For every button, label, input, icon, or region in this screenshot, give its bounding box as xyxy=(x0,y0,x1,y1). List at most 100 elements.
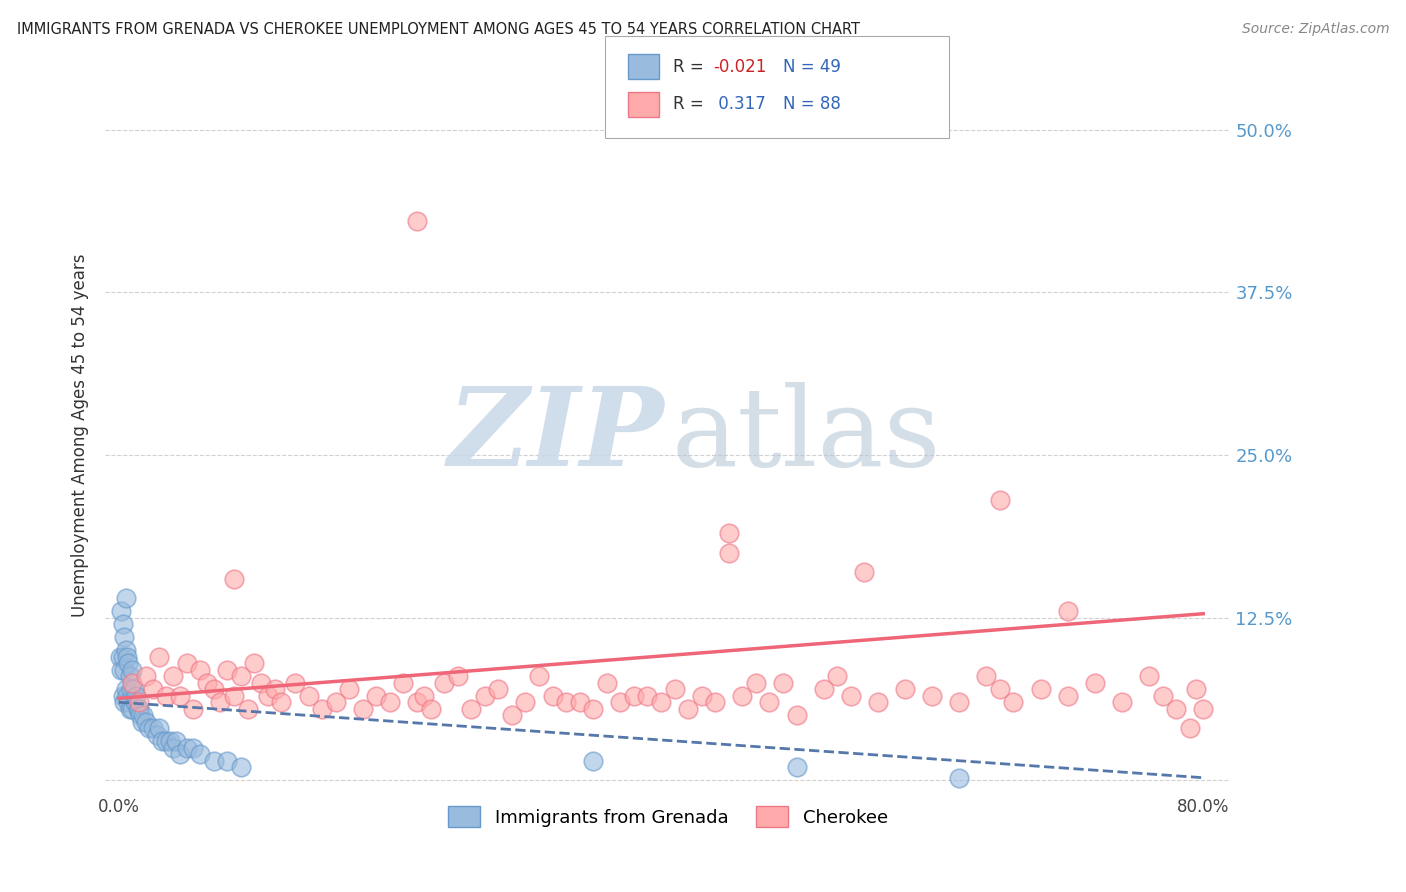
Point xyxy=(541,689,564,703)
Point xyxy=(717,545,740,559)
Point xyxy=(222,572,245,586)
Point xyxy=(676,702,699,716)
Point xyxy=(433,675,456,690)
Point xyxy=(202,682,225,697)
Point xyxy=(366,689,388,703)
Point xyxy=(311,702,333,716)
Point xyxy=(921,689,943,703)
Text: ZIP: ZIP xyxy=(447,382,665,489)
Point xyxy=(1002,695,1025,709)
Y-axis label: Unemployment Among Ages 45 to 54 years: Unemployment Among Ages 45 to 54 years xyxy=(72,253,89,617)
Point xyxy=(115,689,138,703)
Point xyxy=(236,702,259,716)
Point xyxy=(142,682,165,697)
Point xyxy=(609,695,631,709)
Point xyxy=(378,695,401,709)
Point xyxy=(1056,689,1078,703)
Point xyxy=(412,689,434,703)
Point xyxy=(125,689,148,703)
Point xyxy=(118,702,141,716)
Point xyxy=(138,721,160,735)
Point xyxy=(704,695,727,709)
Point xyxy=(515,695,537,709)
Point xyxy=(122,682,145,697)
Point xyxy=(229,669,252,683)
Point xyxy=(142,721,165,735)
Point xyxy=(1137,669,1160,683)
Point xyxy=(1178,721,1201,735)
Point xyxy=(176,656,198,670)
Point xyxy=(128,695,150,709)
Point xyxy=(118,669,141,683)
Point xyxy=(243,656,266,670)
Point xyxy=(717,526,740,541)
Point xyxy=(582,702,605,716)
Point xyxy=(257,689,280,703)
Point xyxy=(117,695,139,709)
Point xyxy=(501,708,523,723)
Point xyxy=(1152,689,1174,703)
Point xyxy=(406,695,429,709)
Text: R =: R = xyxy=(673,58,710,76)
Point xyxy=(110,604,132,618)
Point xyxy=(217,754,239,768)
Point xyxy=(111,617,134,632)
Point xyxy=(124,695,146,709)
Point xyxy=(135,714,157,729)
Point xyxy=(129,708,152,723)
Point xyxy=(121,675,143,690)
Point xyxy=(745,675,768,690)
Point xyxy=(1056,604,1078,618)
Point xyxy=(948,771,970,785)
Point xyxy=(447,669,470,683)
Point xyxy=(297,689,319,703)
Point xyxy=(772,675,794,690)
Point xyxy=(284,675,307,690)
Point xyxy=(1084,675,1107,690)
Point xyxy=(894,682,917,697)
Point xyxy=(1029,682,1052,697)
Legend: Immigrants from Grenada, Cherokee: Immigrants from Grenada, Cherokee xyxy=(440,799,894,834)
Point xyxy=(853,565,876,579)
Point xyxy=(155,734,177,748)
Point xyxy=(131,714,153,729)
Point xyxy=(188,663,211,677)
Point xyxy=(1192,702,1215,716)
Point xyxy=(176,740,198,755)
Point xyxy=(636,689,658,703)
Point xyxy=(217,663,239,677)
Point xyxy=(112,663,135,677)
Point xyxy=(112,695,135,709)
Point xyxy=(568,695,591,709)
Point xyxy=(195,675,218,690)
Point xyxy=(948,695,970,709)
Text: R =: R = xyxy=(673,95,710,113)
Point xyxy=(786,708,808,723)
Point xyxy=(825,669,848,683)
Point xyxy=(111,649,134,664)
Point xyxy=(202,754,225,768)
Point xyxy=(162,740,184,755)
Point xyxy=(150,734,173,748)
Point xyxy=(1166,702,1188,716)
Text: 0.317: 0.317 xyxy=(713,95,766,113)
Point xyxy=(392,675,415,690)
Point xyxy=(758,695,780,709)
Point xyxy=(110,663,132,677)
Point xyxy=(582,754,605,768)
Point xyxy=(114,643,136,657)
Point xyxy=(148,649,170,664)
Point xyxy=(1185,682,1208,697)
Text: N = 88: N = 88 xyxy=(783,95,841,113)
Point xyxy=(162,669,184,683)
Point xyxy=(169,747,191,762)
Point xyxy=(786,760,808,774)
Point xyxy=(486,682,509,697)
Point xyxy=(976,669,998,683)
Point xyxy=(188,747,211,762)
Point xyxy=(325,695,347,709)
Point xyxy=(866,695,889,709)
Point xyxy=(406,213,429,227)
Point xyxy=(169,689,191,703)
Point xyxy=(839,689,862,703)
